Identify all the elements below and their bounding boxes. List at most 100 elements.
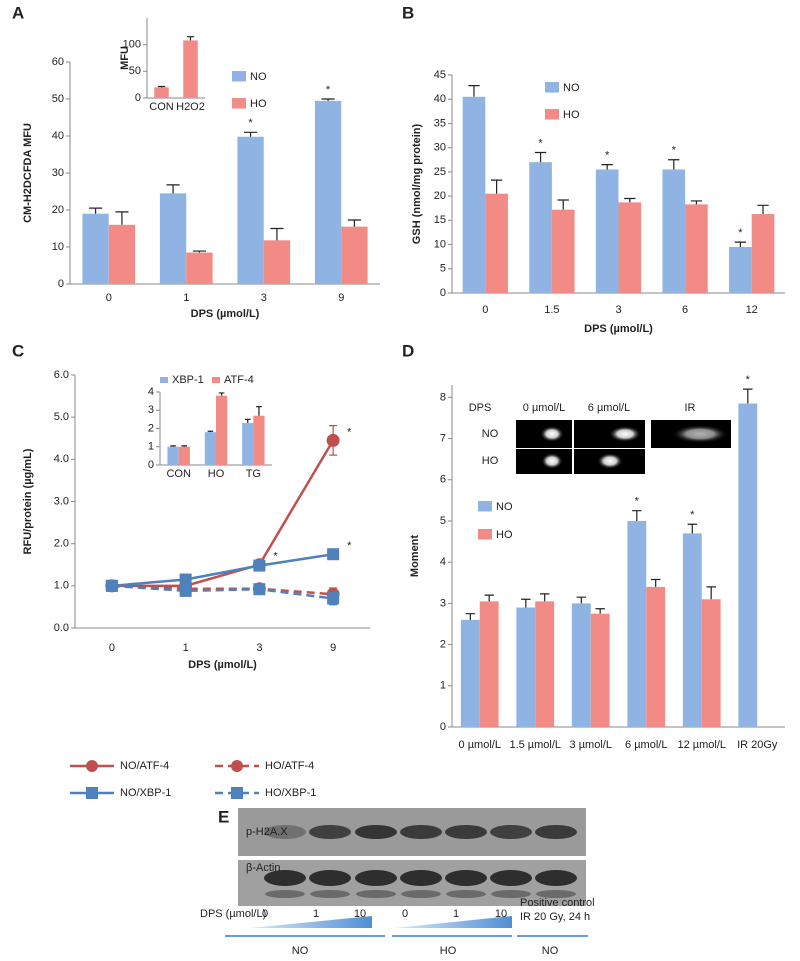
error-bar xyxy=(757,204,769,215)
significance-mark: * xyxy=(635,496,640,508)
y-tick-label: 40 xyxy=(52,130,64,142)
error-bar xyxy=(256,406,262,416)
group-label: NO xyxy=(542,945,559,957)
x-tick-label: 1.5 µmol/L xyxy=(509,739,561,751)
x-axis-title: DPS (µmol/L) xyxy=(188,659,257,671)
error-bar xyxy=(632,510,642,521)
x-axis-title: DPS (µmol/L) xyxy=(191,308,260,320)
y-tick-label: 60 xyxy=(52,56,64,68)
bar xyxy=(682,533,702,727)
error-bar xyxy=(576,596,587,604)
error-bar xyxy=(468,85,480,97)
legend-label: NO/ATF-4 xyxy=(120,760,169,772)
panel-label: C xyxy=(12,341,24,360)
error-bar xyxy=(539,593,550,602)
comet xyxy=(672,425,728,443)
bar xyxy=(738,403,758,727)
panel-label: A xyxy=(12,3,24,22)
error-bar xyxy=(270,227,284,241)
significance-mark: * xyxy=(347,426,352,438)
bar xyxy=(82,213,109,284)
blot-band xyxy=(264,870,306,886)
error-bar xyxy=(243,131,258,137)
bar xyxy=(590,613,610,727)
bar xyxy=(314,100,342,284)
bar xyxy=(485,193,508,293)
positive-control-label: IR 20 Gy, 24 h xyxy=(520,911,590,923)
comet xyxy=(597,453,623,469)
legend-swatch xyxy=(212,377,220,383)
line xyxy=(111,584,334,596)
legend-marker xyxy=(231,760,243,772)
x-tick-label: 12 xyxy=(746,304,758,316)
bar xyxy=(253,415,265,465)
y-tick-label: 2.0 xyxy=(54,538,69,550)
panel-label: B xyxy=(402,3,414,22)
x-tick-label: 1 xyxy=(183,642,189,654)
marker xyxy=(326,433,340,447)
bar xyxy=(242,423,254,465)
blot-band xyxy=(536,890,576,898)
error-bar xyxy=(244,418,251,424)
bar xyxy=(183,40,198,98)
y-tick-label: 0 xyxy=(440,287,446,299)
y-tick-label: 10 xyxy=(434,238,446,250)
bar xyxy=(685,204,708,293)
y-axis-title: Moment xyxy=(409,535,421,578)
dose-label: 0 xyxy=(262,908,268,920)
legend-marker xyxy=(86,787,98,799)
significance-mark: * xyxy=(347,540,352,552)
x-tick-label: 0 µmol/L xyxy=(459,739,501,751)
legend-label: HO xyxy=(563,109,580,121)
comet xyxy=(540,426,564,442)
x-tick-label: CON xyxy=(166,468,191,480)
dose-label: 10 xyxy=(495,908,507,920)
error-bar xyxy=(490,179,503,194)
y-tick-label: 50 xyxy=(129,65,141,77)
marker xyxy=(179,584,192,597)
x-tick-label: H2O2 xyxy=(176,101,205,113)
bar xyxy=(529,162,552,293)
x-tick-label: 6 xyxy=(682,304,688,316)
marker xyxy=(179,573,192,586)
x-tick-label: 0 xyxy=(109,642,115,654)
blot-band xyxy=(310,890,350,898)
error-bar xyxy=(88,207,103,214)
legend-swatch xyxy=(160,377,168,383)
error-bar xyxy=(521,598,531,608)
y-tick-label: 3.0 xyxy=(54,495,69,507)
x-tick-label: 12 µmol/L xyxy=(677,739,726,751)
y-tick-label: 7 xyxy=(440,432,446,444)
error-bar xyxy=(484,594,494,602)
bar xyxy=(729,246,752,293)
blot-band xyxy=(355,825,397,839)
x-axis-title: DPS (µmol/L) xyxy=(584,323,653,335)
legend-marker xyxy=(86,760,98,772)
comet xyxy=(609,426,641,442)
x-tick-label: 0 xyxy=(106,292,112,304)
y-tick-label: 6.0 xyxy=(54,369,69,381)
bar xyxy=(108,224,136,284)
blot-band xyxy=(535,870,577,886)
image-row-label: NO xyxy=(482,428,499,440)
y-axis-title: RFU/protein (µg/mL) xyxy=(22,448,34,554)
y-tick-label: 4 xyxy=(440,556,446,568)
y-tick-label: 1.0 xyxy=(54,580,69,592)
bar xyxy=(204,432,216,465)
error-bar xyxy=(601,164,613,170)
legend-label: NO/XBP-1 xyxy=(120,787,171,799)
error-bar xyxy=(534,151,547,163)
bar xyxy=(535,601,555,727)
blot-band xyxy=(400,870,442,886)
y-tick-label: 1 xyxy=(440,680,446,692)
bar xyxy=(341,226,368,284)
legend-label: NO xyxy=(496,501,513,513)
y-axis-title: MFU xyxy=(119,46,131,70)
error-bar xyxy=(170,445,176,447)
error-bar xyxy=(218,392,225,396)
x-tick-label: 3 µmol/L xyxy=(570,739,612,751)
legend-label: NO xyxy=(563,82,580,94)
blot-band xyxy=(490,870,532,886)
error-bar xyxy=(465,613,476,620)
